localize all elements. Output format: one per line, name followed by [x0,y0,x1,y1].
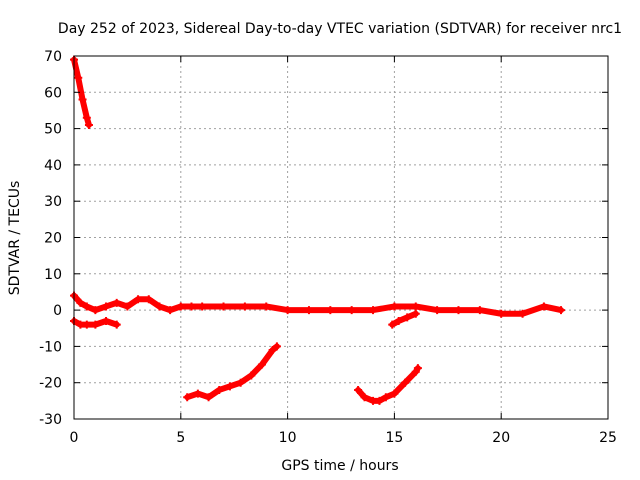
data-point [413,364,422,373]
y-tick-label: 30 [44,194,62,210]
x-axis-label: GPS time / hours [281,458,398,474]
y-tick-label: -20 [39,376,62,392]
data-point [268,346,277,355]
data-point [183,393,192,402]
data-point [74,73,83,82]
data-point [219,302,228,311]
chart-title: Day 252 of 2023, Sidereal Day-to-day VTE… [58,21,622,37]
series-afternoon-arc [354,364,422,405]
data-point [375,396,384,405]
series-near-zero-secondary [70,316,121,329]
x-tick-label: 0 [70,430,79,446]
y-axis-label: SDTVAR / TECUs [7,181,23,296]
data-point [225,382,234,391]
series-near-zero-main [70,291,566,318]
data-point [193,389,202,398]
data-point [262,302,271,311]
series-morning-arc [183,342,281,402]
data-point [112,320,121,329]
data-point [198,302,207,311]
data-point [304,306,313,315]
series-band [355,365,421,404]
data-point [176,302,185,311]
data-point [497,309,506,318]
data-point [539,302,548,311]
data-point [144,295,153,304]
data-point [411,309,420,318]
data-point [390,389,399,398]
data-point [557,306,566,315]
data-point [102,316,111,325]
x-tick-label: 15 [385,430,403,446]
y-tick-label: 10 [44,267,62,283]
y-tick-label: 60 [44,85,62,101]
data-point [215,385,224,394]
data-point [155,302,164,311]
data-point [257,360,266,369]
data-point [123,302,132,311]
data-point [82,320,91,329]
x-tick-label: 20 [492,430,510,446]
data-point [433,306,442,315]
y-tick-label: 50 [44,122,62,138]
data-point [326,306,335,315]
axis-ticks: 0 5 10 15 20 25 -30 -20 -10 0 10 20 30 40 50 60 70 [39,49,617,446]
y-tick-label: 70 [44,49,62,65]
data-point [381,393,390,402]
data-point [204,393,213,402]
data-point [475,306,484,315]
data-point [411,302,420,311]
plot-area [70,55,566,405]
data-point [360,393,369,402]
data-point [240,302,249,311]
data-point [236,378,245,387]
y-tick-label: 20 [44,231,62,247]
data-point [388,320,397,329]
series-band [389,310,419,328]
data-point [394,316,403,325]
series-late-dip [388,309,420,329]
data-point [84,120,93,129]
data-point [82,302,91,311]
y-tick-label: 40 [44,158,62,174]
x-tick-label: 5 [176,430,185,446]
data-point [403,313,412,322]
data-point [187,302,196,311]
y-tick-label: -10 [39,339,62,355]
data-point [369,306,378,315]
y-tick-label: 0 [53,303,62,319]
series-band [184,343,280,401]
data-point [401,378,410,387]
data-point [390,302,399,311]
data-point [76,298,85,307]
y-tick-label: -30 [39,412,62,428]
data-point [272,342,281,351]
x-tick-label: 25 [599,430,617,446]
data-point [82,113,91,122]
data-point [166,306,175,315]
data-point [134,295,143,304]
data-point [112,298,121,307]
grid [74,56,608,419]
data-point [247,371,256,380]
data-point [454,306,463,315]
x-tick-label: 10 [279,430,297,446]
data-point [91,306,100,315]
data-point [347,306,356,315]
data-point [91,320,100,329]
data-point [78,95,87,104]
data-point [102,302,111,311]
data-point [354,385,363,394]
data-point [283,306,292,315]
data-point [518,309,527,318]
